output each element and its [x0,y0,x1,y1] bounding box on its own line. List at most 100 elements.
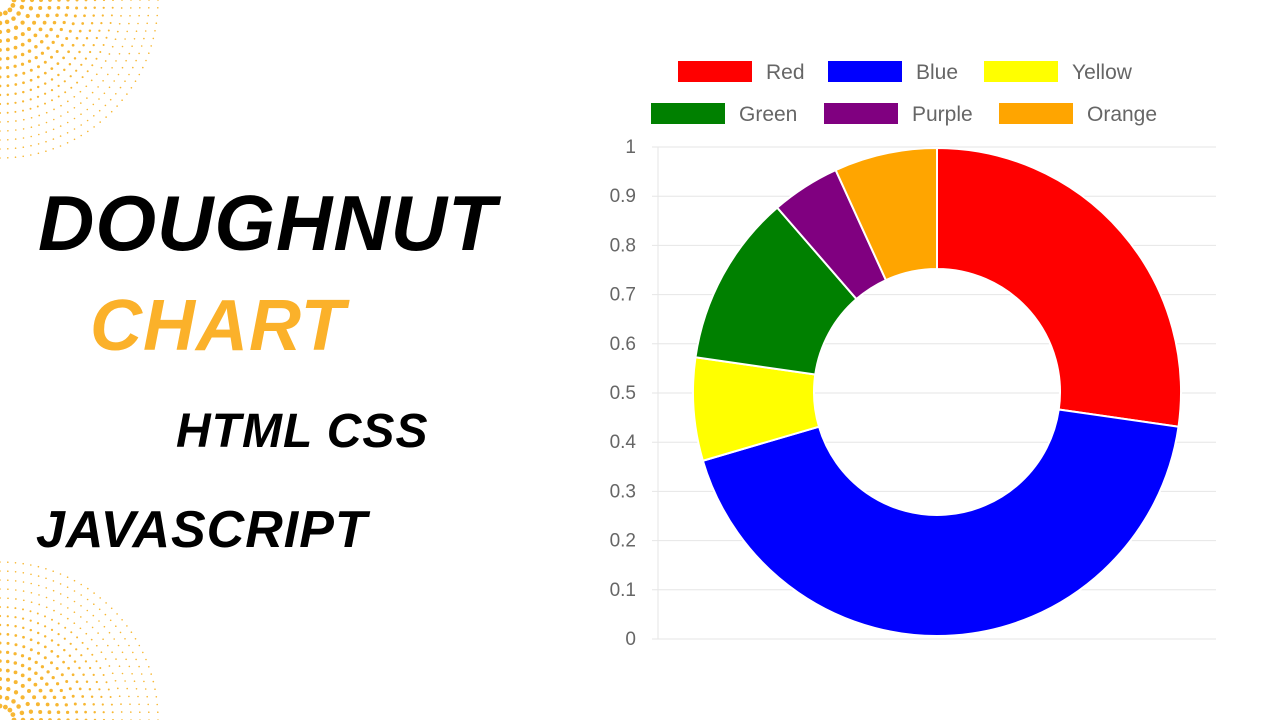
decorative-dot [63,80,66,83]
decorative-dot [98,688,101,691]
decorative-dot [6,624,10,627]
decorative-dot [121,619,123,621]
decorative-dot [0,579,1,581]
decorative-dot [71,22,75,26]
decorative-dot [85,680,89,684]
decorative-dot [53,599,55,602]
decorative-dot [81,76,84,79]
decorative-dot [36,612,39,615]
decorative-dot [93,592,95,594]
decorative-dot [3,10,8,16]
decorative-dot [11,699,16,704]
doughnut-slice-orange[interactable] [834,146,938,282]
decorative-dot [64,91,67,94]
decorative-dot [14,110,17,113]
legend-swatch [828,61,902,82]
legend-item-yellow[interactable]: Yellow [984,61,1133,84]
decorative-dot [38,709,43,715]
decorative-dot [80,616,82,618]
decorative-dot [15,120,17,122]
decorative-dot [62,660,65,664]
decorative-dot [5,650,10,655]
decorative-dot [128,22,130,25]
decorative-dot [60,603,62,605]
decorative-dot [36,75,40,79]
decorative-dot [124,38,126,40]
decorative-dot [43,71,47,75]
decorative-dot [57,84,60,88]
decorative-dot [73,57,77,60]
decorative-dot [138,52,140,55]
decorative-dot [104,658,107,660]
decorative-dot [79,90,82,93]
decorative-dot [101,703,104,706]
legend-label: Red [766,61,805,84]
decorative-dot [55,13,59,18]
decorative-dot [22,71,26,75]
doughnut-slice-red[interactable] [936,146,1182,428]
decorative-dot [22,581,25,583]
decorative-dot [80,102,82,104]
decorative-dot [29,619,32,622]
decorative-dot [73,590,76,592]
decorative-dot [130,7,132,9]
decorative-dot [120,703,122,705]
decorative-dot [38,717,44,720]
decorative-dot [20,663,25,668]
decorative-dot [0,641,2,645]
decorative-dot [45,682,49,686]
decorative-dot [20,62,25,66]
decorative-dot [10,3,16,8]
legend-item-blue[interactable]: Blue [828,61,958,84]
legend-item-green[interactable]: Green [651,103,797,126]
decorative-dot [21,100,25,103]
decorative-dot [80,654,83,657]
decorative-dot [62,695,66,700]
decorative-dot [43,635,47,638]
decorative-dot [109,98,112,101]
legend-item-purple[interactable]: Purple [824,103,973,126]
decorative-dot [6,93,10,96]
decorative-dot [30,573,32,576]
decorative-dot [49,27,53,32]
decorative-dot [0,93,2,97]
doughnut-slice-blue[interactable] [701,408,1180,637]
y-tick-label: 1 [625,137,636,158]
decorative-dot [22,562,25,565]
decorative-dot [105,116,107,118]
decorative-dot [102,80,104,82]
decorative-dot [19,710,25,716]
decorative-dot [7,157,9,159]
decorative-dot [135,688,138,690]
decorative-dot [0,703,3,709]
decorative-dot [82,43,85,47]
decorative-dot [45,577,47,580]
decorative-dot [0,676,3,682]
decorative-dot [14,83,18,86]
decorative-dots-top [0,0,159,159]
decorative-dot [125,59,127,62]
decorative-dot [133,680,136,682]
decorative-dot [73,138,76,141]
decorative-dot [97,86,99,88]
decorative-dot [5,47,10,52]
decorative-dot [37,565,40,568]
legend-item-orange[interactable]: Orange [999,103,1157,126]
decorative-dot [111,711,114,714]
decorative-dot [6,102,9,105]
decorative-dot [45,13,50,18]
decorative-dot [0,668,2,672]
decorative-dot [91,64,94,67]
decorative-dot [59,125,62,127]
decorative-dot [29,628,33,632]
decorative-dot [57,632,60,636]
decorative-dot [148,666,150,668]
decorative-dot [121,45,124,48]
legend-item-red[interactable]: Red [678,61,805,84]
decorative-dot [78,50,81,54]
decorative-dot [32,20,37,25]
decorative-dot [59,688,63,693]
decorative-dot [14,607,17,610]
decorative-dot [53,108,55,111]
decorative-dot [137,695,139,698]
